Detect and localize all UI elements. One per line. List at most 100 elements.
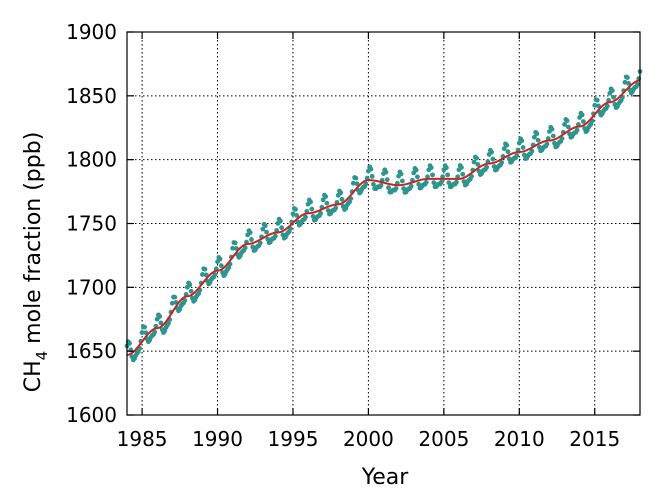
monthly-point (333, 205, 339, 211)
monthly-point (504, 142, 510, 148)
monthly-point (279, 225, 285, 231)
monthly-point (290, 211, 296, 217)
monthly-point (323, 194, 329, 199)
monthly-point (169, 300, 175, 306)
monthly-point (445, 172, 451, 178)
monthly-point (514, 153, 520, 159)
monthly-point (443, 165, 449, 171)
monthly-point (218, 263, 224, 269)
y-tick-label: 1750 (66, 212, 117, 236)
monthly-point (350, 180, 356, 186)
x-tick-label: 1990 (192, 427, 243, 451)
monthly-point (446, 180, 452, 186)
monthly-point (338, 190, 344, 196)
monthly-point (309, 206, 315, 212)
monthly-point (369, 173, 375, 179)
y-tick-label: 1700 (66, 275, 117, 299)
monthly-point (384, 177, 390, 183)
x-tick-label: 2005 (418, 427, 469, 451)
monthly-point (531, 134, 537, 140)
monthly-point (308, 199, 313, 205)
monthly-point (247, 230, 253, 235)
monthly-point (187, 282, 193, 288)
monthly-point (415, 174, 420, 180)
monthly-point (501, 146, 507, 152)
monthly-point (142, 324, 148, 330)
monthly-point (475, 162, 481, 167)
y-axis-title-sub: 4 (33, 351, 51, 361)
monthly-point (217, 256, 223, 262)
monthly-point (293, 206, 298, 212)
monthly-point (413, 167, 419, 173)
x-tick-labels: 1985 1990 1995 2000 2005 2010 2015 (117, 427, 621, 451)
monthly-point (393, 186, 399, 191)
monthly-point (200, 272, 205, 277)
monthly-point (294, 213, 300, 218)
monthly-point (257, 240, 263, 246)
monthly-point (534, 131, 540, 137)
monthly-point (454, 179, 459, 185)
monthly-point (318, 210, 324, 216)
monthly-point (260, 226, 266, 232)
monthly-point (459, 164, 464, 170)
monthly-point (474, 155, 479, 161)
monthly-point (212, 272, 218, 278)
monthly-point (408, 183, 414, 189)
monthly-point (158, 320, 164, 326)
y-tick-label: 1900 (66, 20, 117, 44)
monthly-point (339, 196, 345, 202)
monthly-point (505, 149, 511, 155)
monthly-point (550, 133, 556, 139)
monthly-point (609, 88, 615, 94)
monthly-point (529, 148, 535, 154)
monthly-point (565, 124, 571, 130)
monthly-point (166, 320, 171, 326)
monthly-point (519, 138, 525, 144)
monthly-point (622, 79, 628, 85)
monthly-point (423, 179, 429, 185)
monthly-point (635, 81, 640, 87)
monthly-point (182, 297, 188, 303)
monthly-point (324, 200, 330, 206)
monthly-point (386, 185, 391, 191)
monthly-point (399, 178, 405, 184)
monthly-point (460, 171, 466, 177)
tick-marks (127, 31, 640, 416)
monthly-point (172, 294, 178, 300)
monthly-point (249, 237, 254, 242)
y-tick-label: 1850 (66, 84, 117, 108)
monthly-point (549, 126, 555, 132)
monthly-points-series (124, 69, 643, 363)
monthly-point (272, 233, 278, 239)
monthly-point (139, 330, 145, 335)
y-tick-label: 1800 (66, 148, 117, 172)
monthly-point (564, 118, 570, 124)
monthly-point (579, 112, 585, 118)
monthly-point (264, 229, 269, 235)
x-axis-title: Year (361, 465, 410, 490)
monthly-point (520, 145, 526, 150)
monthly-point (363, 181, 369, 187)
x-tick-label: 2015 (569, 427, 620, 451)
monthly-point (484, 164, 490, 170)
monthly-point (469, 174, 474, 179)
grid (127, 32, 640, 415)
monthly-point (535, 137, 541, 143)
monthly-point (152, 329, 158, 335)
monthly-point (471, 159, 477, 165)
monthly-point (232, 240, 238, 246)
monthly-point (401, 186, 407, 191)
monthly-point (559, 136, 565, 142)
monthly-point (188, 288, 194, 294)
x-tick-label: 1985 (117, 427, 168, 451)
monthly-point (430, 172, 435, 178)
monthly-point (499, 160, 505, 165)
monthly-point (594, 97, 600, 103)
monthly-point (490, 156, 496, 162)
monthly-point (544, 141, 550, 147)
monthly-point (398, 171, 404, 177)
y-tick-label: 1650 (66, 339, 117, 363)
monthly-point (625, 75, 630, 80)
monthly-point (378, 182, 384, 188)
